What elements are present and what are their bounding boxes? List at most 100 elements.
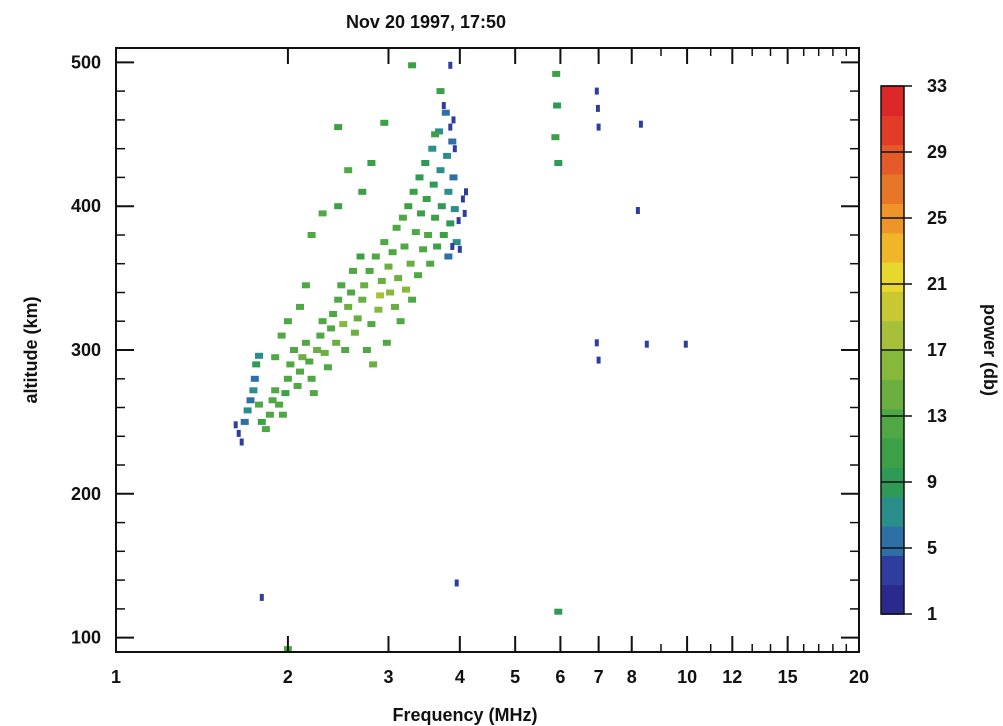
y-tick-label: 500 — [71, 52, 101, 72]
data-point — [349, 267, 357, 274]
colorbar-segment — [881, 291, 904, 322]
data-point — [452, 239, 461, 246]
data-point — [380, 239, 389, 246]
data-point — [444, 188, 453, 195]
x-tick-label: 7 — [594, 667, 604, 687]
data-point — [249, 387, 258, 394]
colorbar-tick-label: 17 — [927, 340, 947, 360]
data-point — [464, 188, 468, 196]
data-point — [429, 181, 438, 188]
colorbar-tick-label: 25 — [927, 208, 947, 228]
data-point — [595, 104, 600, 112]
data-point — [316, 332, 325, 339]
data-point — [408, 296, 417, 303]
data-point — [428, 145, 437, 152]
data-point — [594, 87, 599, 95]
data-point — [404, 203, 413, 210]
y-tick-label: 400 — [71, 196, 101, 216]
x-tick-label: 6 — [555, 667, 565, 687]
data-point — [278, 411, 287, 418]
colorbar-segment — [881, 438, 904, 468]
data-point — [433, 243, 442, 250]
data-point — [414, 272, 423, 279]
data-point — [596, 123, 601, 131]
data-point — [444, 253, 453, 260]
data-point — [265, 411, 274, 418]
data-point — [431, 214, 440, 221]
data-point — [350, 329, 359, 336]
data-point — [283, 375, 292, 382]
data-point — [358, 296, 367, 303]
data-point — [377, 278, 386, 284]
data-point — [448, 138, 457, 145]
y-tick-label: 300 — [71, 340, 101, 360]
data-point — [553, 102, 562, 109]
colorbar-segment — [881, 584, 904, 615]
x-tick-label: 12 — [722, 667, 742, 687]
data-point — [638, 120, 643, 128]
data-point — [419, 246, 428, 253]
data-point — [422, 196, 431, 202]
data-point — [446, 220, 455, 227]
data-point — [367, 321, 376, 328]
data-points — [233, 61, 688, 653]
data-point — [283, 318, 292, 325]
data-point — [360, 282, 369, 289]
data-point — [443, 152, 452, 159]
data-point — [417, 210, 425, 217]
data-point — [332, 339, 341, 346]
colorbar-label: power (db) — [980, 304, 1000, 396]
data-point — [408, 62, 417, 69]
y-tick-label: 100 — [71, 628, 101, 648]
data-point — [380, 119, 389, 126]
data-point — [439, 232, 448, 238]
colorbar: 1 5 9 13 17 21 25 29 33 — [880, 76, 947, 624]
data-point — [334, 203, 343, 210]
data-point — [551, 134, 560, 141]
colorbar-segment — [881, 232, 904, 263]
colorbar-tick-label: 9 — [927, 472, 937, 492]
data-point — [409, 188, 418, 195]
colorbar-tick-label: 1 — [927, 604, 937, 624]
data-point — [426, 260, 435, 267]
data-point — [450, 206, 459, 213]
x-axis-label: Frequency (MHz) — [392, 705, 537, 725]
data-point — [421, 160, 430, 166]
data-point — [441, 109, 450, 116]
data-point — [337, 282, 346, 289]
data-point — [318, 318, 327, 325]
colorbar-segment — [881, 144, 904, 175]
data-point — [424, 232, 433, 238]
data-point — [307, 375, 316, 382]
data-point — [239, 438, 244, 446]
plot-frame — [115, 47, 860, 653]
data-point — [259, 593, 264, 601]
data-point — [454, 579, 459, 587]
data-point — [344, 303, 353, 310]
data-point — [339, 321, 348, 328]
data-point — [644, 340, 649, 348]
data-point — [250, 375, 259, 382]
colorbar-tick-label: 21 — [927, 274, 947, 294]
data-point — [411, 229, 420, 236]
data-point — [457, 245, 462, 253]
colorbar-segment — [881, 555, 904, 586]
data-point — [374, 306, 383, 313]
data-point — [313, 347, 322, 353]
colorbar-segment — [881, 496, 904, 527]
data-point — [554, 160, 563, 166]
colorbar-segment — [881, 174, 904, 204]
data-point — [344, 167, 353, 174]
data-point — [329, 311, 338, 317]
data-point — [386, 289, 395, 296]
x-tick-label: 2 — [283, 667, 293, 687]
data-point — [402, 286, 410, 293]
data-point — [286, 361, 295, 368]
data-point — [356, 253, 365, 260]
y-tick-label: 200 — [71, 484, 101, 504]
data-point — [307, 232, 316, 238]
data-point — [334, 124, 343, 131]
data-point — [233, 421, 238, 429]
data-point — [255, 401, 263, 408]
